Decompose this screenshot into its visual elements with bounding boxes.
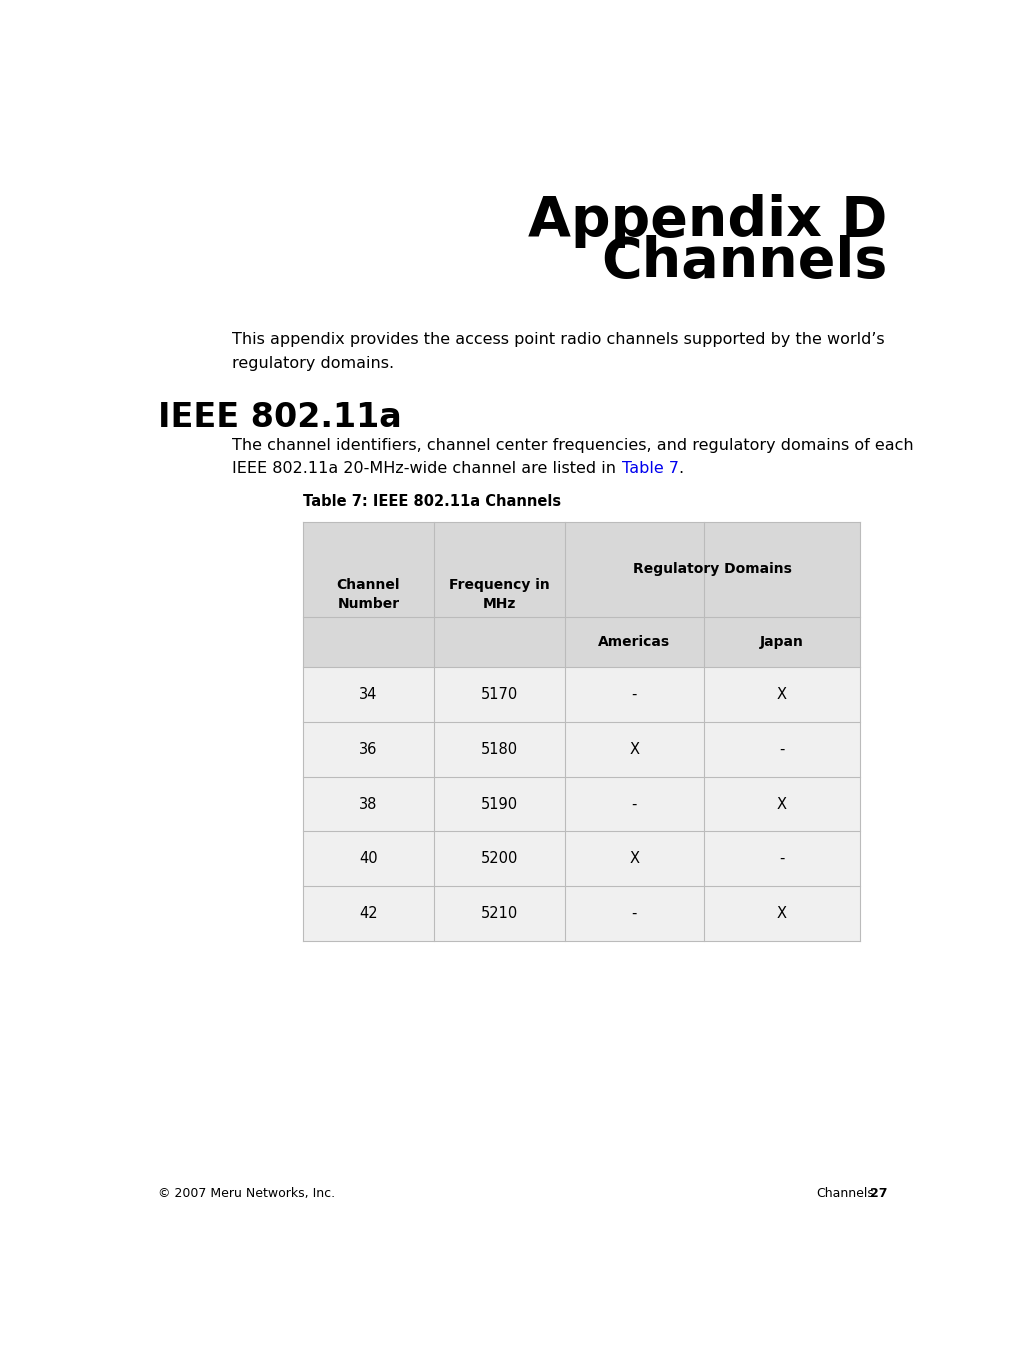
Text: X: X — [776, 797, 787, 812]
Bar — [302, 886, 859, 940]
Text: .: . — [677, 461, 683, 476]
Text: 5210: 5210 — [480, 906, 518, 921]
Text: X: X — [629, 852, 639, 867]
Text: The channel identifiers, channel center frequencies, and regulatory domains of e: The channel identifiers, channel center … — [233, 437, 913, 452]
Text: 5170: 5170 — [480, 688, 518, 703]
Text: Americas: Americas — [598, 634, 669, 649]
Text: Channels: Channels — [816, 1187, 874, 1200]
Text: This appendix provides the access point radio channels supported by the world’s: This appendix provides the access point … — [233, 332, 885, 347]
Text: © 2007 Meru Networks, Inc.: © 2007 Meru Networks, Inc. — [158, 1187, 335, 1200]
Text: 38: 38 — [359, 797, 377, 812]
Text: -: - — [631, 906, 636, 921]
Text: X: X — [629, 742, 639, 757]
Text: -: - — [778, 852, 784, 867]
Text: Frequency in
MHz: Frequency in MHz — [449, 578, 549, 611]
Text: 27: 27 — [868, 1187, 887, 1200]
Text: 5180: 5180 — [480, 742, 518, 757]
Bar — [302, 776, 859, 831]
Bar — [302, 831, 859, 886]
Text: Japan: Japan — [759, 634, 803, 649]
Text: IEEE 802.11a: IEEE 802.11a — [158, 401, 401, 433]
Bar — [302, 667, 859, 722]
Text: IEEE 802.11a 20-MHz-wide channel are listed in: IEEE 802.11a 20-MHz-wide channel are lis… — [233, 461, 621, 476]
Text: Channels: Channels — [601, 235, 887, 288]
Bar — [302, 522, 859, 617]
Bar — [302, 722, 859, 776]
Text: 5190: 5190 — [480, 797, 518, 812]
Text: regulatory domains.: regulatory domains. — [233, 355, 394, 370]
Text: -: - — [631, 688, 636, 703]
Text: -: - — [631, 797, 636, 812]
Text: Table 7: Table 7 — [621, 461, 677, 476]
Bar — [302, 617, 859, 667]
Text: 42: 42 — [359, 906, 377, 921]
Text: 34: 34 — [359, 688, 377, 703]
Text: X: X — [776, 688, 787, 703]
Text: -: - — [778, 742, 784, 757]
Text: Channel
Number: Channel Number — [337, 578, 399, 611]
Text: X: X — [776, 906, 787, 921]
Text: 36: 36 — [359, 742, 377, 757]
Text: 5200: 5200 — [480, 852, 518, 867]
Text: Table 7: IEEE 802.11a Channels: Table 7: IEEE 802.11a Channels — [302, 495, 560, 510]
Text: Regulatory Domains: Regulatory Domains — [632, 562, 791, 577]
Text: 40: 40 — [359, 852, 377, 867]
Text: Appendix D: Appendix D — [528, 194, 887, 247]
